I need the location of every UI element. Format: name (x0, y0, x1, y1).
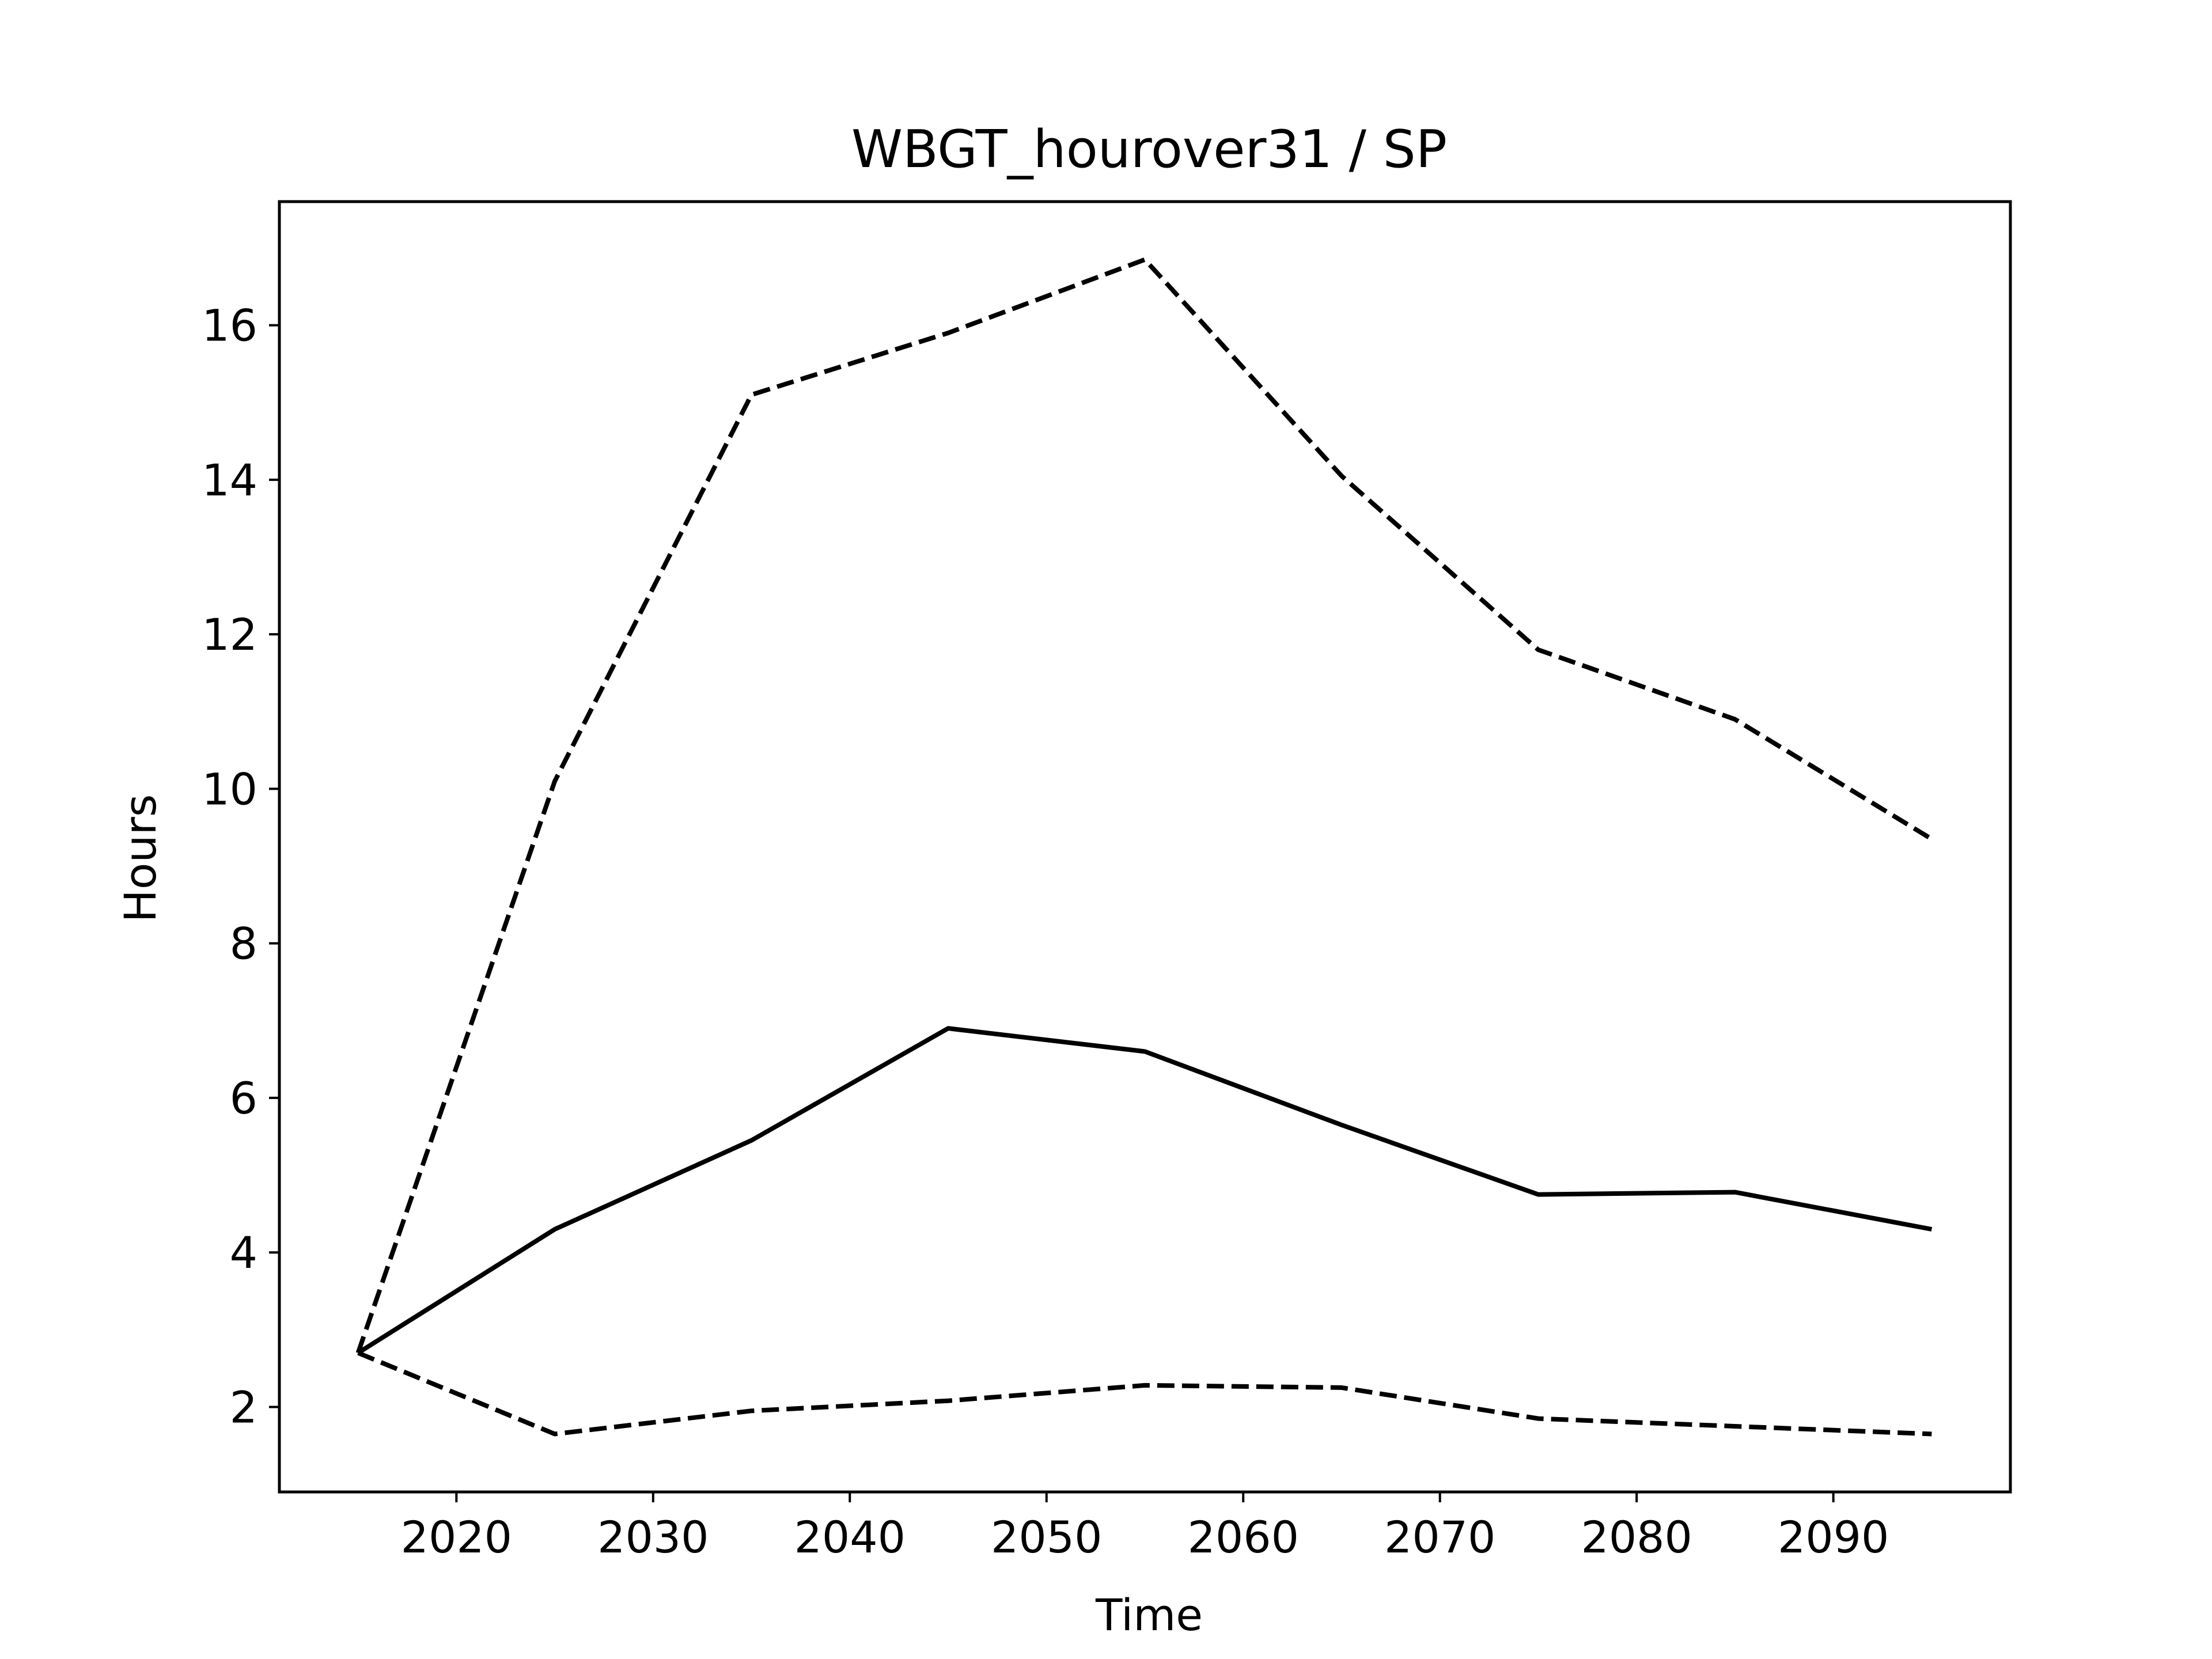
y-tick-label: 6 (230, 1073, 257, 1124)
y-tick-label: 10 (202, 763, 257, 815)
chart-title: WBGT_hourover31 / SP (851, 119, 1447, 180)
series-layer (355, 257, 1933, 1437)
x-tick-label: 2080 (1581, 1512, 1692, 1563)
series-line-2-dashed (355, 257, 1933, 1354)
y-tick-label: 8 (230, 918, 257, 969)
x-tick-label: 2050 (991, 1512, 1102, 1563)
y-axis-label: Hours (115, 794, 166, 923)
y-tick-label: 14 (202, 454, 257, 506)
x-tick-label: 2040 (794, 1512, 906, 1563)
x-tick-label: 2060 (1188, 1512, 1299, 1563)
y-tick-label: 16 (202, 300, 257, 351)
x-tick-label: 2030 (597, 1512, 709, 1563)
x-tick-label: 2070 (1384, 1512, 1495, 1563)
x-tick-label: 2020 (401, 1512, 512, 1563)
y-tick-label: 2 (230, 1381, 257, 1433)
y-tick-label: 4 (230, 1227, 257, 1278)
tick-layer: 2020 2030 2040 2050 2060 2070 2080 2090 2 4 6 8 10 12… (202, 300, 1889, 1563)
series-line-1-solid (357, 1026, 1933, 1355)
x-axis-label: Time (1095, 1589, 1203, 1641)
plot-area-frame (278, 200, 2012, 1494)
series-line-3-dashed (357, 1350, 1932, 1437)
x-tick-label: 2090 (1778, 1512, 1889, 1563)
y-tick-label: 12 (202, 609, 257, 660)
